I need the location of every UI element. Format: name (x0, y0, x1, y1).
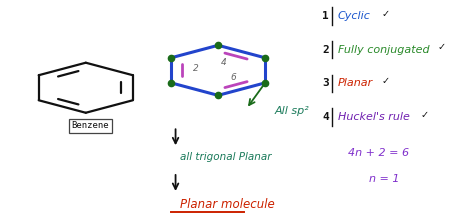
Text: 6: 6 (230, 73, 236, 82)
Text: 2: 2 (192, 64, 198, 73)
Text: ✓: ✓ (381, 76, 389, 86)
Text: ✓: ✓ (381, 9, 389, 19)
Text: n = 1: n = 1 (369, 174, 400, 184)
Text: Cyclic: Cyclic (337, 11, 371, 21)
Text: 4: 4 (322, 112, 329, 122)
Text: ✓: ✓ (438, 42, 446, 53)
Text: Planar: Planar (337, 78, 373, 88)
Text: Benzene: Benzene (72, 121, 109, 130)
Text: ✓: ✓ (421, 110, 429, 120)
Text: Fully conjugated: Fully conjugated (337, 45, 429, 55)
Text: 3: 3 (322, 78, 329, 88)
Text: 4: 4 (221, 58, 227, 67)
Text: 2: 2 (322, 45, 329, 55)
Text: all trigonal Planar: all trigonal Planar (180, 152, 272, 162)
Text: 4n + 2 = 6: 4n + 2 = 6 (348, 148, 409, 158)
Text: 1: 1 (322, 11, 329, 21)
Text: Planar molecule: Planar molecule (180, 198, 275, 211)
Text: All sp²: All sp² (274, 106, 310, 116)
Text: Huckel's rule: Huckel's rule (337, 112, 410, 122)
